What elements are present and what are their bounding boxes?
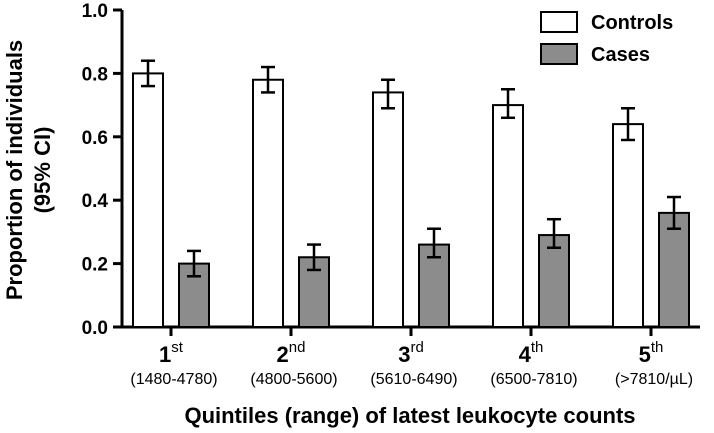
legend-label-controls: Controls — [591, 12, 673, 34]
x-range-label-5: (>7810/µL) — [615, 371, 693, 388]
y-tick-label: 0.4 — [82, 191, 109, 212]
x-range-label-3: (5610-6490) — [370, 371, 457, 388]
x-range-label-4: (6500-7810) — [490, 371, 577, 388]
legend-swatch-cases — [540, 43, 578, 65]
bar-controls-3 — [372, 91, 404, 328]
x-tick-label-2: 2nd — [277, 339, 306, 367]
bar-controls-5 — [612, 123, 644, 329]
bar-controls-4 — [492, 104, 524, 328]
y-tick-label: 0.8 — [82, 64, 108, 85]
legend-swatch-controls — [540, 11, 578, 33]
x-tick-label-1: 1st — [159, 339, 184, 367]
x-axis-title: Quintiles (range) of latest leukocyte co… — [184, 403, 635, 428]
y-tick-label: 1.0 — [82, 1, 108, 22]
bar-cases-4 — [538, 234, 570, 329]
x-range-label-2: (4800-5600) — [250, 371, 337, 388]
y-axis-title: Proportion of individuals (95% CI) — [2, 40, 55, 300]
x-tick-label-4: 4th — [519, 339, 544, 367]
y-axis-title-line1: Proportion of individuals — [2, 40, 27, 300]
y-tick-label: 0.2 — [82, 255, 108, 276]
y-tick-label: 0.6 — [82, 128, 108, 149]
bar-controls-1 — [132, 72, 164, 329]
x-tick-label-5: 5th — [639, 339, 664, 367]
bar-cases-5 — [658, 211, 690, 329]
x-range-label-1: (1480-4780) — [130, 371, 217, 388]
legend-label-cases: Cases — [591, 44, 650, 66]
x-tick-label-3: 3rd — [398, 339, 424, 367]
y-axis-title-line2: (95% CI) — [30, 127, 55, 214]
legend: Controls Cases — [540, 11, 673, 66]
y-tick-label: 0.0 — [82, 318, 108, 339]
plot-area: 0.0 0.2 0.4 0.6 0.8 1.0 1st (1480-4780) 2nd (4800… — [82, 1, 700, 388]
bar-controls-2 — [252, 78, 284, 328]
